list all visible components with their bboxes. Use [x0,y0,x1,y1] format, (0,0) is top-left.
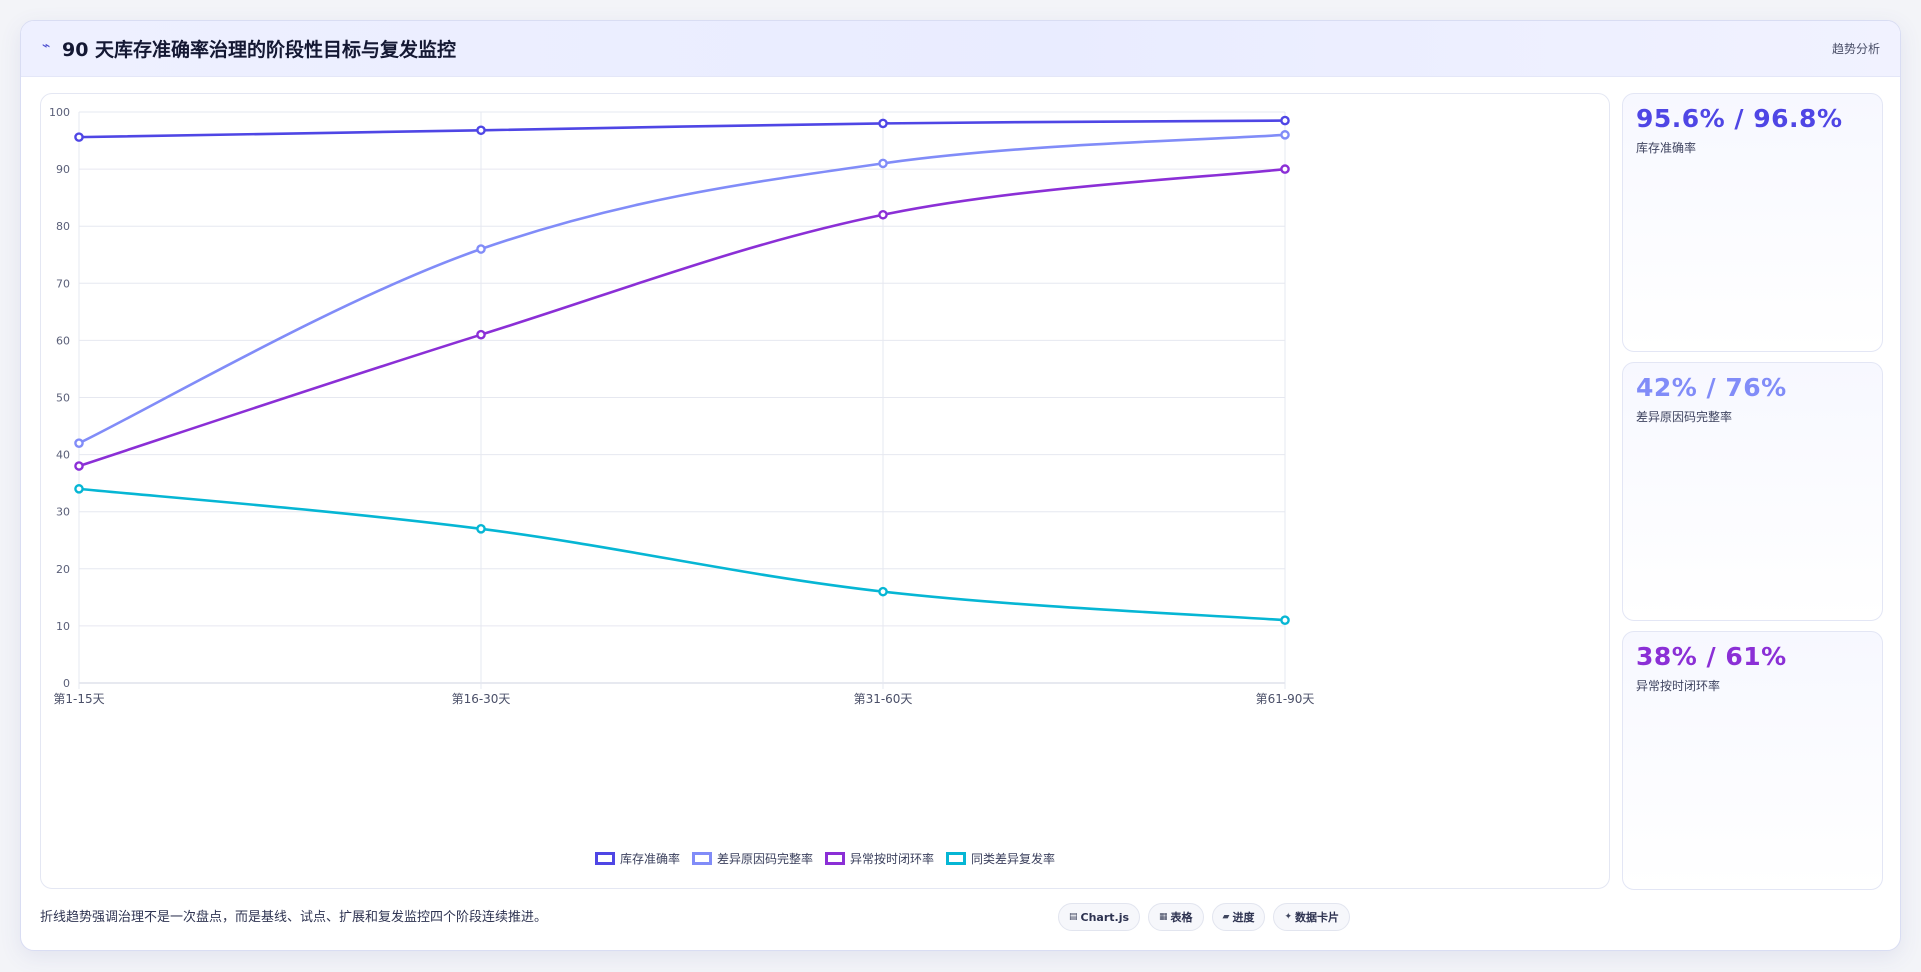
bolt-icon: ⌁ [42,38,51,54]
data-point [476,125,486,136]
table-icon: ▦ [1159,912,1168,922]
data-point [476,244,486,254]
view-toolbar: ▤ Chart.js ▦ 表格 ▰ 进度 ✦ 数据卡片 [1058,903,1351,931]
series-line [78,119,1286,139]
kpi-card-inventory-accuracy: 95.6% / 96.8% 库存准确率 [1622,93,1883,352]
kpi-cards: 95.6% / 96.8% 库存准确率 42% / 76% 差异原因码完整率 3… [1622,93,1883,890]
progress-button[interactable]: ▰ 进度 [1211,903,1266,931]
x-tick-label: 第61-90天 [1256,692,1315,706]
card-header: ⌁ 90 天库存准确率治理的阶段性目标与复发监控 趋势分析 [21,21,1900,77]
data-point [1280,130,1290,140]
kpi-label: 差异原因码完整率 [1636,410,1733,424]
data-point [74,132,84,142]
x-tick-label: 第1-15天 [53,692,104,706]
legend-swatch [594,852,615,865]
data-point [476,524,486,534]
y-tick-label: 40 [56,449,70,462]
y-tick-label: 60 [56,334,70,347]
data-point [476,329,486,340]
data-point [74,484,84,494]
data-point [878,209,888,220]
legend-swatch [946,852,967,865]
trend-analysis-badge[interactable]: 趋势分析 [1831,42,1880,56]
progress-icon: ▰ [1222,912,1230,922]
legend-item[interactable]: 库存准确率 [594,850,680,867]
data-point [878,586,888,597]
y-tick-label: 30 [56,506,70,519]
y-tick-label: 20 [56,563,70,576]
legend-swatch [825,852,845,865]
table-button-label: 表格 [1170,911,1193,924]
x-tick-label: 第16-30天 [452,692,511,706]
y-tick-label: 70 [56,277,70,290]
data-point [74,461,84,471]
chartjs-button[interactable]: ▤ Chart.js [1058,903,1141,931]
y-tick-label: 10 [56,620,70,633]
data-card-button[interactable]: ✦ 数据卡片 [1273,903,1351,931]
dashboard-card: ⌁ 90 天库存准确率治理的阶段性目标与复发监控 趋势分析 0 10 20 30 40 5… [20,20,1901,951]
legend-item[interactable]: 同类差异复发率 [946,850,1055,867]
kpi-card-on-time-closure: 38% / 61% 异常按时闭环率 [1622,631,1883,890]
sparkle-icon: ✦ [1284,912,1293,922]
legend-item[interactable]: 差异原因码完整率 [691,850,813,867]
series-line [78,487,1286,622]
data-point [1280,115,1290,126]
line-chart-panel: 0 10 20 30 40 50 60 70 80 90 100 第1-15天 第16-30天 第31-6… [40,93,1610,889]
data-point [878,118,888,129]
data-point [1280,615,1290,625]
y-tick-label: 0 [63,677,70,690]
footer-note: 折线趋势强调治理不是一次盘点，而是基线、试点、扩展和复发监控四个阶段连续推进。 [40,910,548,925]
chart-legend: 库存准确率 差异原因码完整率 异常按时闭环率 同类差异复发率 [41,850,1609,867]
data-point [878,158,888,169]
data-point [74,438,84,448]
series-line [78,133,1286,445]
kpi-label: 库存准确率 [1636,141,1697,155]
legend-label: 库存准确率 [619,852,680,866]
y-tick-label: 50 [56,392,70,405]
legend-swatch [691,852,712,865]
progress-button-label: 进度 [1232,911,1255,924]
kpi-value: 38% / 61% [1636,642,1787,671]
chartjs-button-label: Chart.js [1080,910,1130,924]
legend-label: 差异原因码完整率 [716,852,813,866]
kpi-value: 95.6% / 96.8% [1636,104,1843,133]
x-tick-label: 第31-60天 [854,692,913,706]
legend-label: 异常按时闭环率 [850,852,935,866]
series-line [78,167,1286,468]
y-tick-label: 80 [56,220,70,233]
data-point [1280,164,1290,174]
data-card-button-label: 数据卡片 [1295,911,1340,924]
legend-item[interactable]: 异常按时闭环率 [825,850,934,867]
page-title: 90 天库存准确率治理的阶段性目标与复发监控 [62,39,457,61]
kpi-label: 异常按时闭环率 [1636,679,1721,693]
legend-label: 同类差异复发率 [971,852,1056,866]
line-chart: 0 10 20 30 40 50 60 70 80 90 100 第1-15天 第16-30天 第31-6… [49,106,1315,706]
kpi-value: 42% / 76% [1636,373,1787,402]
y-tick-label: 100 [49,106,70,119]
chart-icon: ▤ [1069,912,1078,922]
y-tick-label: 90 [56,163,70,176]
table-button[interactable]: ▦ 表格 [1148,903,1204,931]
kpi-card-reason-code-completeness: 42% / 76% 差异原因码完整率 [1622,362,1883,621]
